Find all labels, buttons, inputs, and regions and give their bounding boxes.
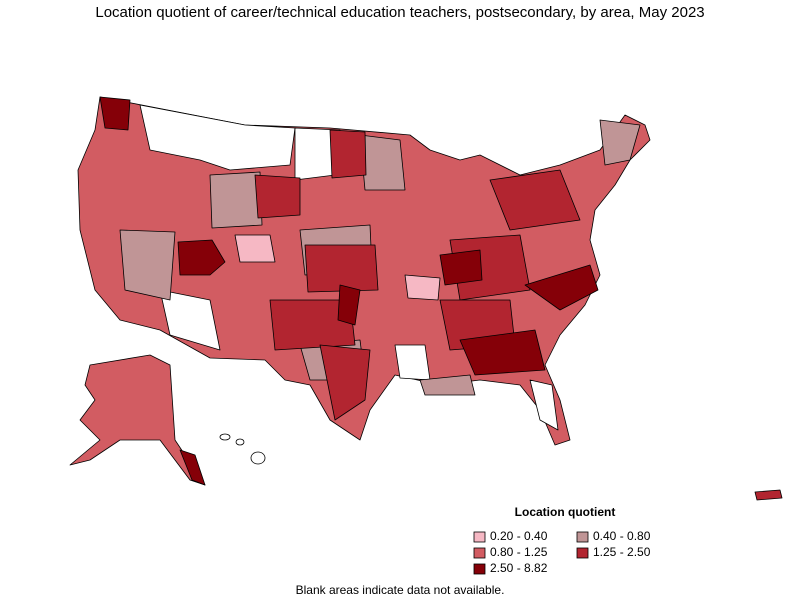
region [177, 239, 226, 276]
blank-area [159, 289, 221, 351]
region [337, 284, 361, 326]
region [209, 171, 263, 229]
legend-label: 1.25 - 2.50 [593, 545, 651, 559]
region [234, 234, 276, 263]
footnote: Blank areas indicate data not available. [296, 583, 505, 597]
legend-title: Location quotient [515, 505, 616, 519]
alaska [69, 354, 206, 486]
region [254, 174, 301, 219]
region [329, 129, 367, 179]
region [119, 229, 176, 301]
legend-label: 0.80 - 1.25 [490, 545, 548, 559]
region [419, 374, 476, 396]
blank-area [394, 344, 431, 381]
legend-swatch [473, 547, 486, 559]
region [269, 299, 356, 351]
legend-swatch [576, 531, 589, 543]
region [304, 244, 379, 293]
region [439, 249, 483, 286]
blank-area [139, 104, 296, 171]
region [459, 329, 546, 376]
legend-label: 0.40 - 0.80 [593, 529, 651, 543]
region [359, 134, 406, 191]
region [599, 119, 641, 166]
map [69, 96, 783, 501]
legend-swatch [576, 547, 589, 559]
puerto-rico [754, 489, 783, 501]
region [404, 274, 441, 301]
region [319, 344, 371, 421]
map-title: Location quotient of career/technical ed… [95, 4, 704, 21]
legend-swatch [473, 563, 486, 575]
region [489, 169, 581, 231]
region [179, 449, 206, 486]
legend-label: 0.20 - 0.40 [490, 529, 548, 543]
hawaii [250, 451, 266, 465]
region [99, 96, 131, 131]
legend-swatch [473, 531, 486, 543]
hawaii [219, 433, 231, 441]
blank-area [529, 379, 559, 431]
region [524, 264, 599, 311]
legend: 0.20 - 0.40 0.40 - 0.80 0.80 - 1.25 1.25 - … [473, 529, 651, 575]
legend-label: 2.50 - 8.82 [490, 561, 548, 575]
hawaii [235, 438, 245, 446]
